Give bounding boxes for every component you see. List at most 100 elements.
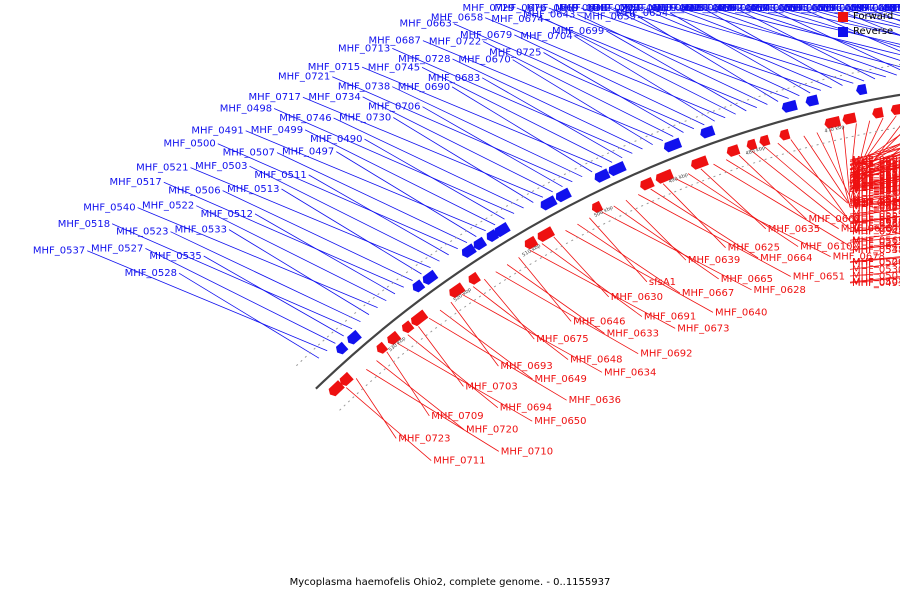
reverse-gene-label: MHF_0637	[685, 3, 737, 14]
reverse-gene-label: MHF_0679	[460, 30, 512, 41]
leader-line	[543, 52, 684, 133]
forward-gene-arrow	[726, 144, 741, 157]
forward-gene-label: MHF_0610	[800, 242, 852, 253]
forward-gene-label: MHF_0554	[852, 194, 900, 205]
forward-gene-label: MHF_0709	[431, 411, 483, 422]
forward-gene-label: MHF_0515	[852, 237, 900, 248]
reverse-gene-label: MHF_0652	[592, 3, 644, 14]
forward-gene-label: MHF_0609	[852, 224, 900, 235]
forward-gene-label: MHF_0662	[809, 214, 861, 225]
leader-line	[366, 369, 500, 452]
forward-gene-label: MHF_0545	[852, 226, 900, 237]
reverse-gene-label: MHF_0507	[223, 148, 275, 159]
reverse-gene-label: MHF_0491	[191, 126, 243, 137]
leader-line	[687, 173, 799, 247]
reverse-gene-label: MHF_0655	[746, 3, 798, 14]
reverse-gene-label: MHF_0511	[254, 170, 306, 181]
forward-gene-label: MHF_0624	[852, 157, 900, 168]
forward-gene-label: MHF_0665	[721, 274, 773, 285]
reverse-gene-label: MHF_0603	[723, 3, 775, 14]
reverse-gene-label: MHF_0715	[308, 62, 360, 73]
reverse-gene-label: MHF_0660	[620, 3, 672, 14]
forward-gene-label: MHF_0678	[833, 252, 885, 263]
reverse-gene-label: MHF_0512	[201, 209, 253, 220]
forward-gene-arrow	[759, 134, 771, 147]
forward-gene-label: MHF_0581	[852, 175, 900, 186]
leader-line	[422, 106, 563, 188]
forward-gene-label: MHF_0611	[852, 168, 900, 179]
leader-line	[506, 264, 605, 334]
leader-line	[734, 7, 876, 80]
forward-gene-label: MHF_0606	[852, 187, 900, 198]
forward-gene-label: MHF_0595	[852, 171, 900, 182]
forward-gene-label: MHF_0646	[573, 316, 625, 327]
reverse-gene-label: MHF_0575	[856, 3, 900, 14]
leader-line	[163, 181, 404, 288]
reverse-gene-label: MHF_0659	[584, 12, 636, 23]
leader-line	[190, 167, 431, 268]
reverse-gene-label: MHF_0681	[657, 3, 709, 14]
forward-gene-label: sfsA1	[649, 277, 676, 288]
reverse-gene-label: MHF_0734	[308, 92, 360, 103]
reverse-gene-label: MHF_0680	[681, 3, 733, 14]
reverse-gene-label: MHF_0521	[136, 163, 188, 174]
reverse-gene-label: MHF_0686	[790, 3, 842, 14]
reverse-gene-label: MHF_0722	[429, 37, 481, 48]
leader-line	[302, 96, 544, 198]
reverse-gene-label: MHF_0622	[648, 3, 700, 14]
forward-gene-label: MHF_0578	[852, 168, 900, 179]
leader-line	[805, 7, 900, 36]
reverse-gene-label: MHF_0738	[338, 82, 390, 93]
forward-gene-label: MHF_0580	[852, 160, 900, 171]
leader-line	[803, 135, 851, 206]
forward-gene-label: MHF_0562	[852, 187, 900, 198]
leader-line	[833, 7, 900, 36]
leader-line	[849, 120, 871, 203]
forward-gene-label: MHF_0615	[852, 177, 900, 188]
forward-gene-label: MHF_0563	[852, 184, 900, 195]
leader-line	[574, 35, 715, 122]
leader-line	[800, 7, 900, 52]
genome-backbone	[294, 63, 900, 413]
forward-gene-label: MHF_0560	[852, 219, 900, 230]
leader-line	[217, 143, 458, 250]
leader-line	[849, 151, 900, 177]
leader-line	[333, 117, 524, 209]
leader-line	[738, 154, 807, 220]
forward-gene-label: MHF_0559	[852, 209, 900, 220]
reverse-gene-label: MHF_0642	[559, 3, 611, 14]
forward-gene-arrow	[640, 176, 655, 191]
outer-dotted-track	[294, 63, 900, 368]
reverse-gene-arrow	[494, 222, 511, 238]
leader-line	[675, 178, 831, 257]
legend-reverse: Reverse	[838, 24, 893, 39]
reverse-gene-label: MHF_0684	[812, 3, 864, 14]
reverse-swatch	[838, 26, 848, 37]
reverse-gene-label: MHF_0619	[624, 3, 676, 14]
reverse-gene-label: MHF_0517	[109, 177, 161, 188]
forward-gene-label: MHF_0605	[852, 170, 900, 181]
reverse-gene-arrow	[461, 243, 477, 258]
forward-gene-label: MHF_0711	[433, 456, 485, 467]
leader-line	[145, 248, 336, 344]
reverse-gene-arrow	[540, 195, 558, 211]
forward-gene-arrow	[537, 226, 556, 242]
leader-line	[545, 18, 736, 115]
leader-line	[849, 133, 900, 185]
leader-line	[336, 151, 477, 237]
forward-gene-label: MHF_0565	[852, 181, 900, 192]
forward-gene-arrow	[890, 103, 900, 116]
forward-gene-label: MHF_0693	[500, 361, 552, 372]
leader-line	[530, 250, 676, 329]
forward-gene-label: MHF_0626	[852, 164, 900, 175]
leader-line	[670, 12, 811, 94]
reverse-gene-arrow	[347, 329, 362, 345]
leader-line	[849, 153, 900, 183]
forward-gene-label: MHF_0582	[852, 165, 900, 176]
reverse-gene-label: MHF_0518	[58, 219, 110, 230]
leader-line	[203, 255, 344, 337]
forward-gene-label: MHF_0630	[611, 292, 663, 303]
forward-gene-arrow	[449, 282, 466, 298]
leader-line	[702, 7, 843, 86]
